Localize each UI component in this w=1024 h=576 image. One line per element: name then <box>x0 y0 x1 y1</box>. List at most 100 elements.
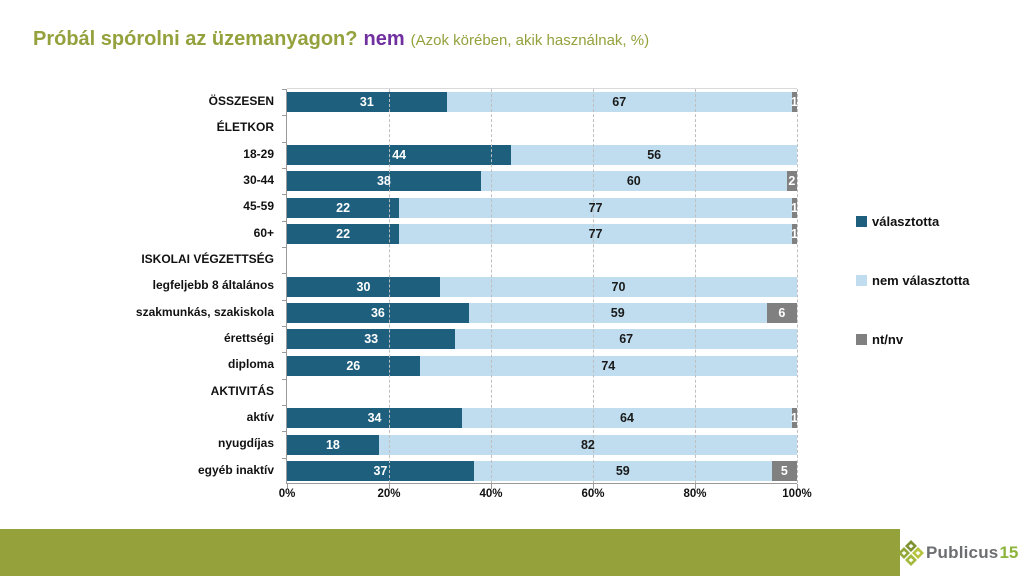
legend-swatch-icon <box>856 275 867 286</box>
y-axis-tick <box>282 220 286 222</box>
bar-value: 34 <box>367 411 382 426</box>
x-axis-tick-label: 20% <box>377 488 401 500</box>
x-axis-line <box>286 483 797 484</box>
row-label: egyéb inaktív <box>197 462 274 477</box>
legend-label: nt/nv <box>872 332 904 347</box>
x-axis-tick-label: 100% <box>782 488 812 500</box>
bar-segment-nt-nv: 1 <box>790 197 798 218</box>
footer-band <box>0 529 900 576</box>
bar-value: 1 <box>790 95 798 110</box>
bar-row: 18 82 <box>287 434 797 455</box>
y-axis-tick <box>282 457 286 459</box>
bar-segment-v-lasztotta: 22 <box>287 223 400 244</box>
bar-row: 36 59 6 <box>287 302 797 323</box>
bar-value: 37 <box>373 463 388 478</box>
legend-label: nem választotta <box>872 273 970 288</box>
group-header-label: ISKOLAI VÉGZETTSÉG <box>141 252 274 266</box>
bar-value: 77 <box>588 200 603 215</box>
bar-value: 59 <box>610 305 625 320</box>
y-axis-tick <box>282 431 286 433</box>
y-axis-tick <box>282 168 286 169</box>
bar-value: 1 <box>790 411 798 426</box>
bar-value: 44 <box>392 147 407 162</box>
bar-row: 31 67 1 <box>287 92 798 113</box>
bar-segment-v-lasztotta: 31 <box>287 92 447 113</box>
y-axis-line <box>286 89 287 483</box>
bar-row: 22 77 1 <box>287 223 798 244</box>
group-header-label: ÉLETKOR <box>216 120 274 135</box>
y-axis-tick <box>282 326 286 327</box>
bar-segment-nem-v-lasztotta: 77 <box>399 197 792 218</box>
bar-segment-nt-nv: 5 <box>771 460 797 481</box>
y-axis-tick <box>282 273 286 275</box>
bar-segment-nem-v-lasztotta: 70 <box>440 276 797 297</box>
bar-segment-v-lasztotta: 26 <box>287 355 420 376</box>
bar-value: 31 <box>359 95 374 110</box>
logo-brand-number: 15 <box>999 542 1019 562</box>
legend-swatch-icon <box>856 334 867 345</box>
bar-segment-nem-v-lasztotta: 59 <box>468 302 767 323</box>
bar-segment-v-lasztotta: 22 <box>287 197 400 218</box>
bar-row: 44 56 <box>287 144 797 165</box>
x-axis-tick-label: 60% <box>581 488 605 500</box>
bar-value: 26 <box>346 358 361 373</box>
bar-value: 1 <box>790 200 798 215</box>
legend-item: nt/nv <box>856 332 903 347</box>
publicus-diamonds-icon <box>898 539 924 566</box>
bar-value: 74 <box>601 358 616 373</box>
bar-segment-nem-v-lasztotta: 56 <box>511 144 797 165</box>
bar-value: 70 <box>611 279 626 294</box>
bar-value: 59 <box>615 463 630 478</box>
logo-brand-text: Publicus <box>926 542 999 562</box>
bar-value: 77 <box>588 226 603 241</box>
bar-segment-nem-v-lasztotta: 77 <box>399 223 792 244</box>
bar-row: 33 67 <box>287 329 797 350</box>
row-label: nyugdíjas <box>217 436 274 451</box>
group-header-label: AKTIVITÁS <box>210 383 274 398</box>
bar-value: 30 <box>356 279 371 294</box>
legend-swatch-icon <box>856 216 867 227</box>
bar-value: 1 <box>790 226 798 241</box>
row-label: ÖSSZESEN <box>208 94 274 108</box>
y-axis-tick <box>282 247 286 248</box>
x-axis-tick-label: 40% <box>479 488 503 500</box>
bar-value: 67 <box>612 95 627 110</box>
x-axis-tick-label: 0% <box>278 488 296 500</box>
bar-value: 22 <box>336 226 351 241</box>
bar-segment-v-lasztotta: 44 <box>287 144 512 165</box>
bar-row: 26 74 <box>287 355 797 376</box>
bar-row: 22 77 1 <box>287 197 798 218</box>
bar-segment-nem-v-lasztotta: 64 <box>462 408 792 429</box>
legend-item: nem választotta <box>856 273 970 288</box>
x-axis-tick <box>797 484 798 489</box>
x-axis-tick-label: 80% <box>683 488 707 500</box>
page-title: Próbál spórolni az üzemanyagon? nem (Azok … <box>33 28 649 51</box>
bar-segment-nem-v-lasztotta: 60 <box>480 171 787 192</box>
bar-segment-nem-v-lasztotta: 59 <box>473 460 772 481</box>
bar-segment-nt-nv: 1 <box>790 408 798 429</box>
bar-value: 18 <box>325 437 340 452</box>
bar-segment-v-lasztotta: 30 <box>287 276 440 297</box>
bar-value: 64 <box>620 411 634 426</box>
bar-value: 33 <box>364 332 379 347</box>
bar-row: 30 70 <box>287 276 797 297</box>
bar-value: 82 <box>580 437 595 452</box>
bar-segment-v-lasztotta: 33 <box>287 329 456 350</box>
gridline <box>593 89 594 483</box>
legend-item: választotta <box>856 214 939 229</box>
gridline <box>797 89 798 483</box>
bar-segment-v-lasztotta: 36 <box>287 302 469 323</box>
y-axis-tick <box>282 378 286 380</box>
row-label: legfeljebb 8 általános <box>152 278 274 293</box>
bar-value: 6 <box>778 305 786 320</box>
publicus-logo: Publicus 15 <box>898 529 1024 576</box>
bar-segment-nem-v-lasztotta: 82 <box>378 434 797 455</box>
x-axis-tick <box>491 484 492 489</box>
bar-segment-nt-nv: 1 <box>790 92 798 113</box>
bar-value: 67 <box>619 332 634 347</box>
bar-row: 37 59 5 <box>287 460 797 481</box>
bar-segment-nem-v-lasztotta: 67 <box>446 92 792 113</box>
y-axis-tick <box>282 405 286 406</box>
y-axis-tick <box>282 352 286 354</box>
